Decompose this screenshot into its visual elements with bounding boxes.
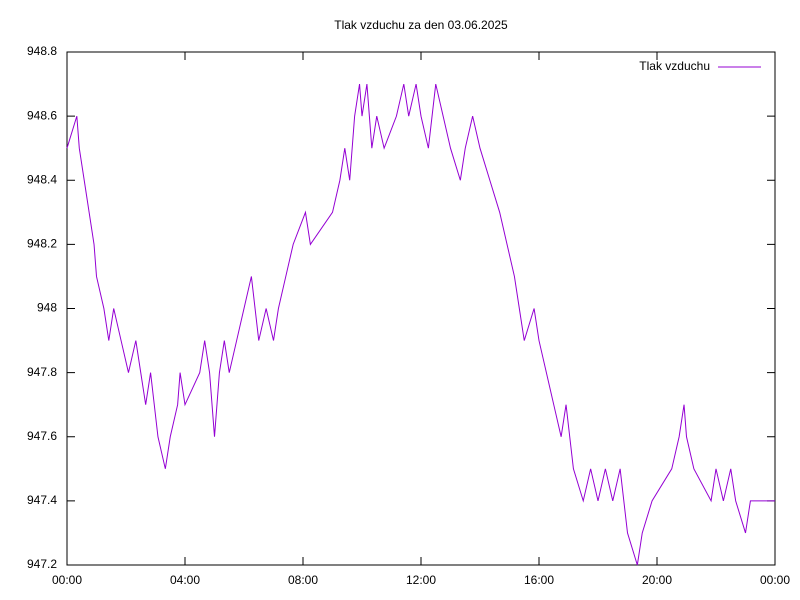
x-tick-label: 04:00	[170, 573, 200, 587]
legend-label: Tlak vzduchu	[639, 59, 710, 73]
y-tick-label: 947.8	[27, 365, 57, 379]
y-tick-label: 947.2	[27, 557, 57, 571]
y-tick-label: 948	[37, 301, 57, 315]
x-tick-label: 16:00	[524, 573, 554, 587]
x-tick-label: 12:00	[406, 573, 436, 587]
y-tick-label: 948.8	[27, 44, 57, 58]
y-tick-label: 948.4	[27, 172, 57, 186]
y-tick-label: 947.6	[27, 429, 57, 443]
y-tick-label: 948.6	[27, 108, 57, 122]
x-tick-label: 00:00	[760, 573, 790, 587]
y-tick-label: 947.4	[27, 493, 57, 507]
x-tick-label: 08:00	[288, 573, 318, 587]
chart-title: Tlak vzduchu za den 03.06.2025	[334, 18, 508, 32]
x-tick-label: 20:00	[642, 573, 672, 587]
y-tick-label: 948.2	[27, 237, 57, 251]
x-tick-label: 00:00	[52, 573, 82, 587]
data-line	[66, 83, 775, 566]
plot-frame	[66, 51, 776, 566]
